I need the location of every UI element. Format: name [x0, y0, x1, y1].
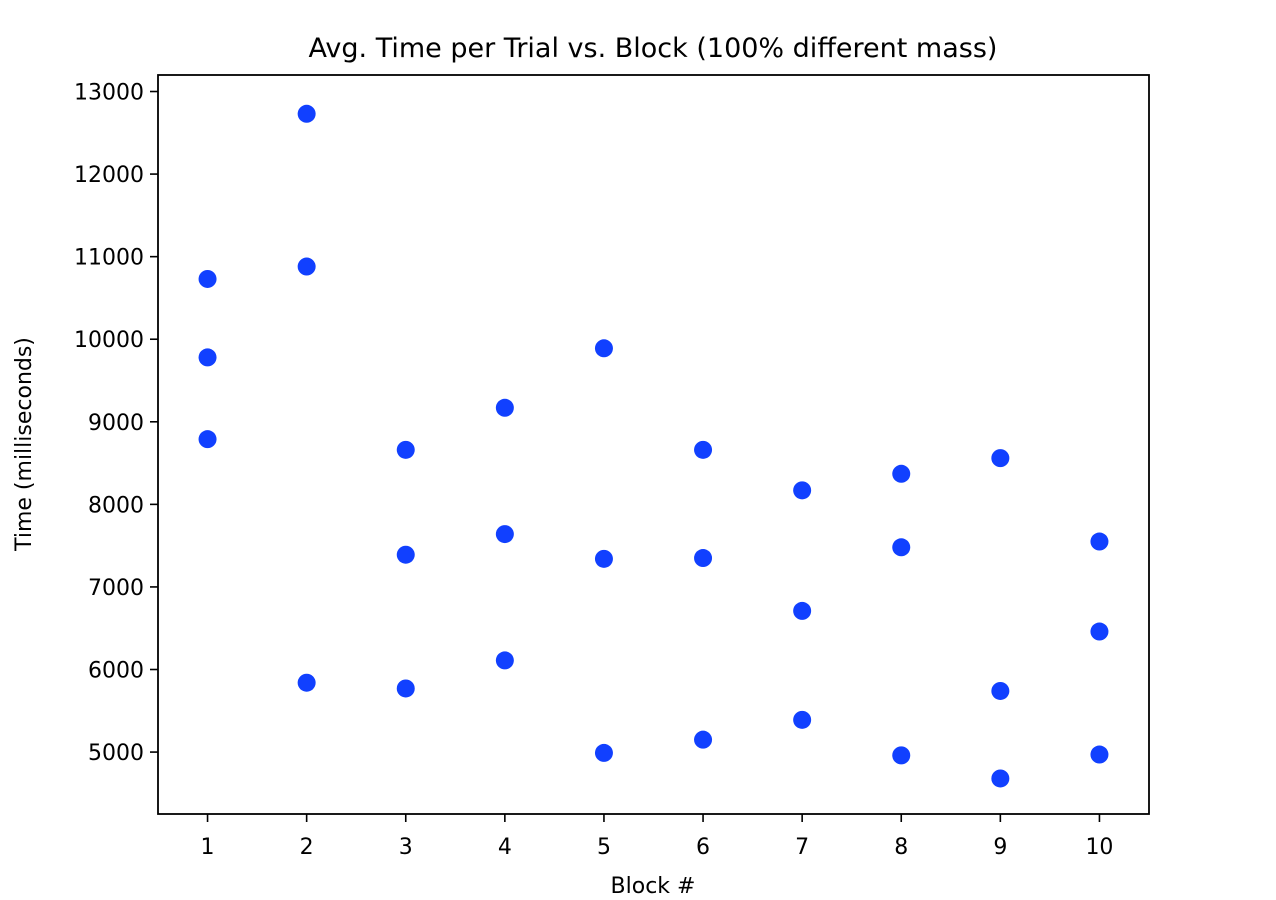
data-point — [198, 430, 217, 449]
data-point — [198, 269, 217, 288]
x-tick-label: 8 — [894, 835, 908, 860]
x-tick-label: 10 — [1085, 835, 1113, 860]
data-point — [694, 440, 713, 459]
data-point — [594, 339, 613, 358]
data-point — [793, 601, 812, 620]
data-point — [793, 481, 812, 500]
data-point — [495, 651, 514, 670]
y-tick-label: 5000 — [88, 741, 144, 766]
data-point — [991, 681, 1010, 700]
data-points — [198, 104, 1109, 788]
data-point — [396, 679, 415, 698]
data-point — [793, 710, 812, 729]
y-tick-label: 10000 — [74, 328, 144, 353]
plot-frame — [157, 74, 1150, 815]
data-point — [892, 538, 911, 557]
y-axis-label: Time (milliseconds) — [12, 337, 37, 552]
y-tick-label: 9000 — [88, 411, 144, 436]
data-point — [991, 449, 1010, 468]
data-point — [1090, 622, 1109, 641]
x-tick-label: 7 — [795, 835, 809, 860]
data-point — [892, 746, 911, 765]
data-point — [594, 549, 613, 568]
y-axis: 5000 6000 7000 8000 9000 10000 11000 12000 13000 — [74, 81, 158, 766]
data-point — [694, 730, 713, 749]
x-tick-label: 6 — [696, 835, 710, 860]
x-tick-label: 2 — [300, 835, 314, 860]
y-tick-label: 12000 — [74, 163, 144, 188]
x-tick-label: 1 — [201, 835, 215, 860]
y-tick-label: 8000 — [88, 493, 144, 518]
x-tick-label: 3 — [399, 835, 413, 860]
x-axis: 1 2 3 4 5 6 7 8 9 10 — [201, 814, 1113, 860]
data-point — [297, 257, 316, 276]
chart-title: Avg. Time per Trial vs. Block (100% diff… — [309, 33, 998, 64]
data-point — [694, 549, 713, 568]
data-point — [297, 104, 316, 123]
data-point — [396, 545, 415, 564]
x-axis-label: Block # — [611, 874, 696, 899]
data-point — [1090, 745, 1109, 764]
data-point — [297, 673, 316, 692]
data-point — [198, 348, 217, 367]
data-point — [892, 464, 911, 483]
data-point — [396, 440, 415, 459]
y-tick-label: 13000 — [74, 81, 144, 106]
x-tick-label: 4 — [498, 835, 512, 860]
data-point — [495, 398, 514, 417]
y-tick-label: 6000 — [88, 659, 144, 684]
data-point — [495, 525, 514, 544]
y-tick-label: 7000 — [88, 576, 144, 601]
data-point — [594, 743, 613, 762]
x-tick-label: 9 — [993, 835, 1007, 860]
y-tick-label: 11000 — [74, 246, 144, 271]
data-point — [991, 769, 1010, 788]
x-tick-label: 5 — [597, 835, 611, 860]
data-point — [1090, 532, 1109, 551]
